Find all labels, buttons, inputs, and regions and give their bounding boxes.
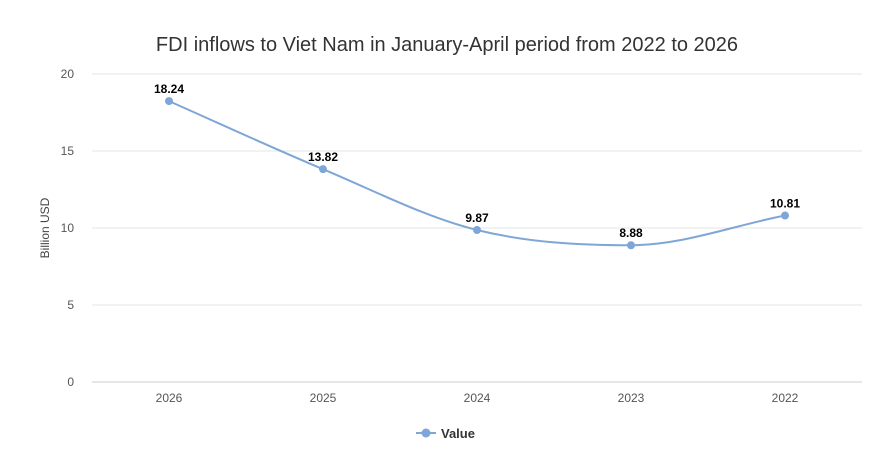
data-point[interactable]	[165, 97, 173, 106]
x-tick-label: 2022	[772, 391, 799, 405]
y-axis-label: Billion USD	[38, 197, 52, 258]
y-tick-label: 10	[61, 221, 75, 235]
data-point[interactable]	[781, 211, 789, 220]
data-label: 9.87	[465, 211, 489, 225]
x-tick-label: 2026	[156, 391, 183, 405]
y-tick-label: 20	[61, 67, 75, 81]
legend[interactable]: Value	[416, 426, 475, 441]
data-labels: 18.24 13.82 9.87 8.88 10.81	[154, 82, 800, 240]
data-label: 18.24	[154, 82, 184, 96]
data-label: 10.81	[770, 197, 800, 211]
x-tick-label: 2024	[464, 391, 491, 405]
data-label: 13.82	[308, 150, 338, 164]
x-axis-ticks: 2026 2025 2024 2023 2022	[156, 391, 799, 405]
data-point[interactable]	[627, 241, 635, 250]
data-point[interactable]	[319, 165, 327, 174]
y-tick-label: 5	[67, 298, 74, 312]
y-tick-label: 15	[61, 144, 75, 158]
series-value	[165, 97, 789, 250]
data-label: 8.88	[619, 226, 643, 240]
legend-label: Value	[441, 426, 475, 441]
y-axis-ticks: 0 5 10 15 20	[61, 67, 75, 389]
x-tick-label: 2023	[618, 391, 645, 405]
chart-title: FDI inflows to Viet Nam in January-April…	[156, 34, 738, 56]
data-point[interactable]	[473, 226, 481, 235]
legend-marker-icon	[421, 428, 431, 438]
y-tick-label: 0	[67, 375, 74, 389]
x-tick-label: 2025	[310, 391, 337, 405]
